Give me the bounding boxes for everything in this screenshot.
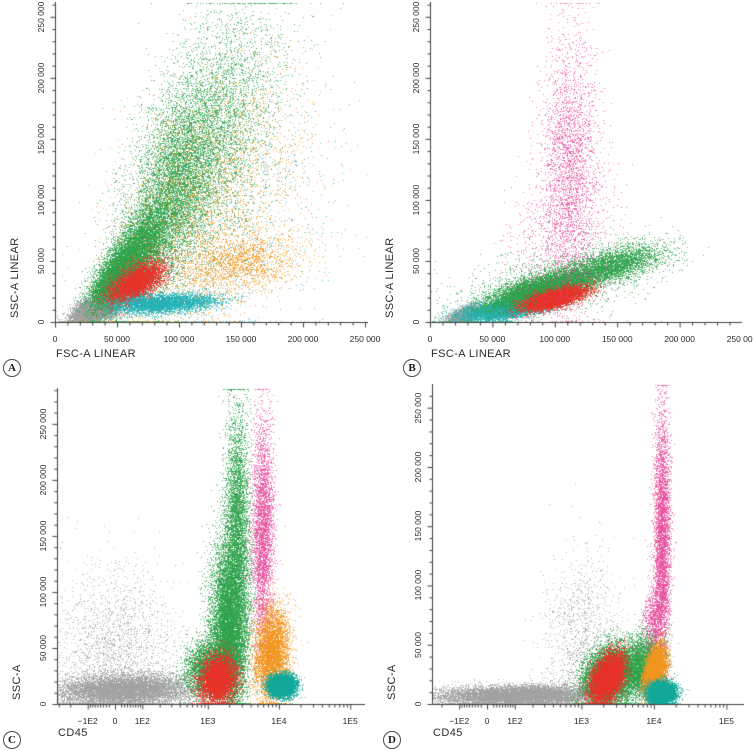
y-axis-title: SSC-A LINEAR [9, 237, 21, 318]
x-axis-title: CD45 [433, 727, 463, 739]
y-tick-label: 0 [38, 701, 48, 707]
panel-letter-badge: A [3, 359, 21, 377]
x-tick-label: 250 000 [726, 334, 753, 344]
y-tick-label: 250 000 [36, 1, 46, 33]
panel-letter-badge: B [403, 359, 421, 377]
x-tick-label: 100 000 [163, 334, 195, 344]
x-tick-label: 1E3 [573, 716, 589, 726]
x-tick-label: 50 000 [479, 334, 506, 344]
y-tick-label: 100 000 [38, 576, 48, 608]
y-tick-label: 50 000 [38, 634, 48, 661]
x-axis-title: CD45 [58, 727, 88, 739]
y-tick-label: 100 000 [36, 184, 46, 216]
x-tick-label: 50 000 [104, 334, 130, 344]
x-tick-label: 200 000 [287, 334, 319, 344]
x-tick-label: 100 000 [539, 334, 571, 344]
y-axis-title: SSC-A [11, 664, 23, 700]
x-tick-label: 0 [112, 716, 118, 726]
scatter-plot-canvas-c [49, 388, 365, 712]
panel-letter-badge: C [3, 731, 21, 749]
x-tick-label: 150 000 [601, 334, 633, 344]
x-tick-label: −1E2 [77, 716, 98, 726]
x-tick-label: 0 [52, 334, 58, 344]
y-tick-label: 50 000 [413, 631, 423, 658]
x-tick-label: 1E2 [507, 716, 523, 726]
y-tick-label: 200 000 [36, 62, 46, 94]
y-tick-label: 0 [411, 319, 421, 325]
y-tick-label: 200 000 [38, 464, 48, 496]
y-tick-label: 250 000 [411, 1, 421, 33]
y-tick-label: 50 000 [36, 247, 46, 274]
x-tick-label: 150 000 [225, 334, 257, 344]
x-tick-label: 1E2 [134, 716, 150, 726]
y-tick-label: 150 000 [38, 520, 48, 552]
x-tick-label: 1E3 [200, 716, 216, 726]
y-axis-title: SSC-A LINEAR [384, 237, 396, 318]
x-axis-title: FSC-A LINEAR [431, 348, 511, 360]
x-tick-label: 0 [484, 716, 490, 726]
x-tick-label: 1E4 [271, 716, 287, 726]
y-tick-label: 100 000 [413, 570, 423, 601]
y-tick-label: 150 000 [411, 123, 421, 155]
panel-letter-badge: D [383, 731, 401, 749]
y-axis-title: SSC-A [386, 664, 398, 700]
x-tick-label: 1E4 [646, 716, 662, 726]
y-tick-label: 200 000 [411, 62, 421, 94]
x-tick-label: 1E5 [718, 716, 734, 726]
scatter-plot-canvas-b [422, 2, 742, 330]
y-tick-label: 250 000 [413, 392, 423, 424]
y-tick-label: 150 000 [36, 123, 46, 155]
scatter-plot-canvas-a [47, 2, 368, 330]
x-tick-label: 200 000 [664, 334, 695, 344]
y-tick-label: 200 000 [413, 451, 423, 483]
y-tick-label: 0 [413, 701, 423, 707]
x-tick-label: 250 000 [349, 334, 381, 344]
x-tick-label: −1E2 [449, 716, 470, 726]
y-tick-label: 50 000 [411, 247, 421, 274]
y-tick-label: 250 000 [38, 408, 48, 440]
scatter-plot-canvas-d [424, 384, 744, 712]
y-tick-label: 0 [36, 319, 46, 325]
y-tick-label: 100 000 [411, 184, 421, 216]
x-tick-label: 0 [427, 334, 433, 344]
x-tick-label: 1E5 [342, 716, 358, 726]
y-tick-label: 150 000 [413, 510, 423, 542]
x-axis-title: FSC-A LINEAR [56, 348, 136, 360]
